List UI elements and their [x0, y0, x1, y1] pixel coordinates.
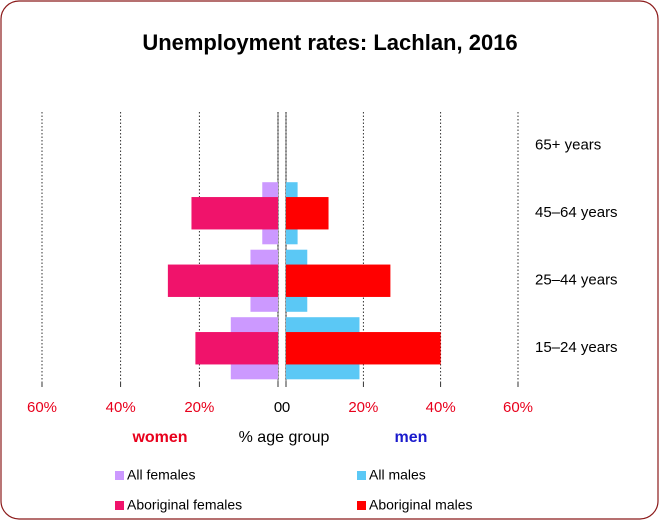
- chart-title: Unemployment rates: Lachlan, 2016: [142, 30, 517, 55]
- x-tick-label: 40%: [106, 399, 136, 416]
- legend-swatch: [115, 471, 124, 480]
- x-tick-label: 60%: [503, 399, 533, 416]
- category-label: 15–24 years: [535, 339, 618, 356]
- bar: [191, 197, 278, 230]
- x-tick-label: 0: [282, 399, 290, 416]
- x-tick-label: 60%: [27, 399, 57, 416]
- legend-swatch: [357, 471, 366, 480]
- bar: [286, 332, 441, 365]
- legend-label: All males: [369, 467, 426, 483]
- x-axis-label: % age group: [239, 429, 330, 446]
- bar: [286, 264, 391, 297]
- bar: [195, 332, 278, 365]
- legend-label: All females: [127, 467, 195, 483]
- legend-swatch: [115, 501, 124, 510]
- legend-label: Aboriginal males: [369, 497, 473, 513]
- axis-side-label: men: [395, 429, 428, 446]
- legend-swatch: [357, 501, 366, 510]
- category-label: 45–64 years: [535, 204, 618, 221]
- x-tick-label: 40%: [426, 399, 456, 416]
- x-tick-label: 20%: [348, 399, 378, 416]
- legend-label: Aboriginal females: [127, 497, 242, 513]
- axis-side-label: women: [131, 429, 187, 446]
- x-tick-label: 0: [274, 399, 282, 416]
- bar: [286, 197, 329, 230]
- category-label: 65+ years: [535, 137, 601, 154]
- x-tick-label: 20%: [184, 399, 214, 416]
- bar: [167, 264, 278, 297]
- category-label: 25–44 years: [535, 272, 618, 289]
